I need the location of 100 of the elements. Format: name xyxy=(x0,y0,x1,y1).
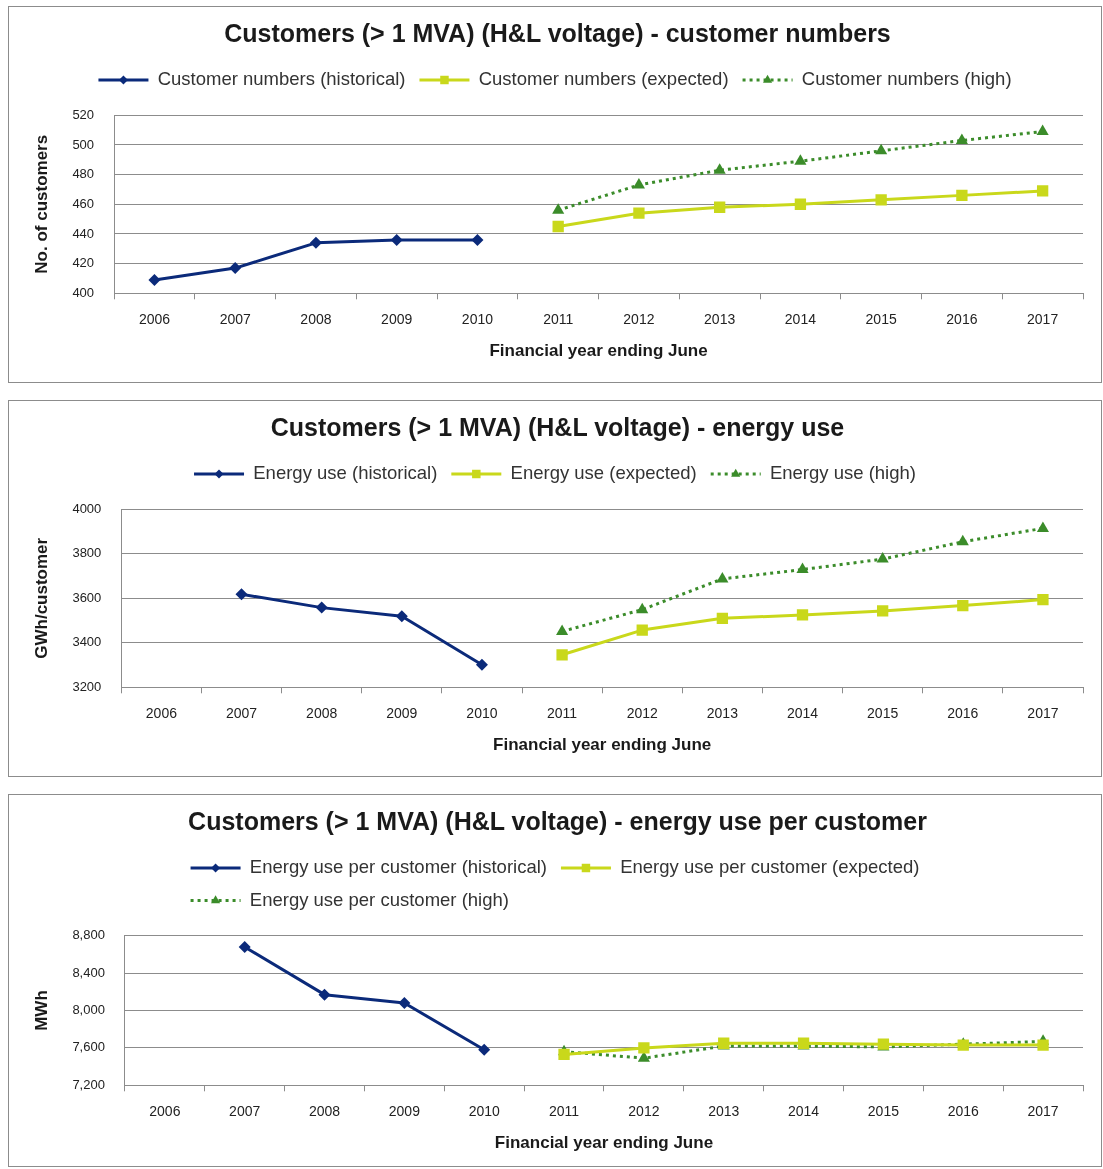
x-tick-label: 2008 xyxy=(300,310,332,327)
x-tick-label: 2014 xyxy=(786,704,819,721)
point xyxy=(471,233,484,246)
point xyxy=(632,177,645,189)
x-tick-label: 2007 xyxy=(225,704,258,721)
point xyxy=(558,1048,570,1061)
y-tick-label: 480 xyxy=(72,166,95,182)
point xyxy=(229,262,242,275)
point xyxy=(714,201,726,213)
x-tick-label: 2012 xyxy=(628,1102,660,1119)
point xyxy=(956,534,969,546)
x-tick-label: 2006 xyxy=(145,704,178,721)
legend-label: Customer numbers (high) xyxy=(801,68,1012,90)
y-tick-label: 3600 xyxy=(72,589,102,605)
point xyxy=(398,997,411,1010)
x-tick-label: 2010 xyxy=(466,704,498,721)
chart-title: Customers (> 1 MVA) (H&L voltage) - energy use per customer xyxy=(188,806,928,835)
point xyxy=(713,163,726,174)
point xyxy=(796,609,809,621)
legend-label: Customer numbers (historical) xyxy=(157,68,406,90)
y-tick-label: 8,800 xyxy=(72,927,105,943)
x-tick-label: 2015 xyxy=(867,1102,900,1119)
x-tick-label: 2009 xyxy=(386,704,418,721)
x-tick-label: 2016 xyxy=(946,310,978,327)
point xyxy=(1036,124,1049,136)
x-tick-label: 2010 xyxy=(468,1102,500,1119)
point xyxy=(395,610,408,623)
x-tick-label: 2010 xyxy=(461,310,494,327)
point xyxy=(552,203,565,214)
legend-label: Energy use (high) xyxy=(769,462,916,484)
point xyxy=(475,658,488,671)
x-tick-label: 2015 xyxy=(867,704,899,721)
y-tick-label: 3800 xyxy=(72,545,102,561)
point xyxy=(636,602,649,614)
x-axis-title: Financial year ending June xyxy=(494,1133,714,1153)
x-tick-label: 2014 xyxy=(784,310,817,327)
y-tick-label: 4000 xyxy=(72,500,102,516)
x-tick-label: 2006 xyxy=(138,310,171,327)
point xyxy=(957,599,969,612)
x-tick-label: 2017 xyxy=(1027,1102,1059,1119)
x-tick-label: 2007 xyxy=(219,310,251,327)
point xyxy=(876,552,889,563)
point xyxy=(796,562,809,574)
x-tick-label: 2012 xyxy=(623,310,655,327)
point xyxy=(235,588,248,601)
y-tick-label: 8,000 xyxy=(72,1002,105,1018)
point xyxy=(875,194,887,206)
point xyxy=(556,649,568,661)
legend-label: Energy use (historical) xyxy=(253,462,438,484)
point xyxy=(875,143,888,155)
x-tick-label: 2017 xyxy=(1027,310,1059,327)
x-tick-label: 2014 xyxy=(787,1102,820,1119)
x-tick-label: 2007 xyxy=(229,1102,261,1119)
x-tick-label: 2009 xyxy=(381,310,413,327)
point xyxy=(794,154,807,165)
x-tick-label: 2006 xyxy=(149,1102,181,1119)
x-tick-label: 2011 xyxy=(547,704,578,721)
y-axis-title: GWh/customer xyxy=(31,537,51,659)
point xyxy=(955,133,968,144)
legend-label: Energy use (expected) xyxy=(510,462,697,484)
point xyxy=(876,605,889,617)
x-tick-label: 2013 xyxy=(708,1102,740,1119)
y-tick-label: 3400 xyxy=(72,634,102,650)
x-tick-label: 2015 xyxy=(865,310,897,327)
point xyxy=(636,624,648,636)
x-tick-label: 2017 xyxy=(1027,704,1059,721)
y-tick-label: 8,400 xyxy=(72,964,105,980)
x-tick-label: 2011 xyxy=(548,1102,580,1119)
legend-label: Energy use per customer (historical) xyxy=(249,856,547,878)
point xyxy=(318,988,331,1001)
y-tick-label: 440 xyxy=(72,225,95,241)
point xyxy=(309,236,322,249)
x-tick-label: 2016 xyxy=(947,704,979,721)
y-tick-label: 520 xyxy=(72,106,95,122)
point xyxy=(390,233,403,246)
y-tick-label: 7,200 xyxy=(72,1076,105,1092)
y-tick-label: 3200 xyxy=(72,678,102,694)
point xyxy=(238,940,251,953)
point xyxy=(1037,1039,1049,1051)
chart-title: Customers (> 1 MVA) (H&L voltage) - energy use xyxy=(270,412,845,441)
legend-label: Energy use per customer (expected) xyxy=(620,856,920,878)
x-tick-label: 2016 xyxy=(947,1102,980,1119)
x-tick-label: 2012 xyxy=(626,704,659,721)
x-tick-label: 2011 xyxy=(543,310,574,327)
point xyxy=(794,198,807,210)
x-tick-label: 2008 xyxy=(308,1102,341,1119)
x-axis-title: Financial year ending June xyxy=(493,735,712,755)
point xyxy=(556,624,569,635)
x-tick-label: 2013 xyxy=(706,704,739,721)
point xyxy=(148,273,161,286)
y-tick-label: 500 xyxy=(72,136,95,152)
x-tick-label: 2013 xyxy=(704,310,736,327)
point xyxy=(633,207,645,219)
y-tick-label: 420 xyxy=(72,255,95,271)
point xyxy=(315,601,328,614)
y-axis-title: No. of customers xyxy=(31,134,51,274)
y-tick-label: 460 xyxy=(72,195,95,211)
point xyxy=(1036,521,1049,532)
legend-label: Customer numbers (expected) xyxy=(478,68,729,90)
y-axis-title: MWh xyxy=(31,990,51,1031)
